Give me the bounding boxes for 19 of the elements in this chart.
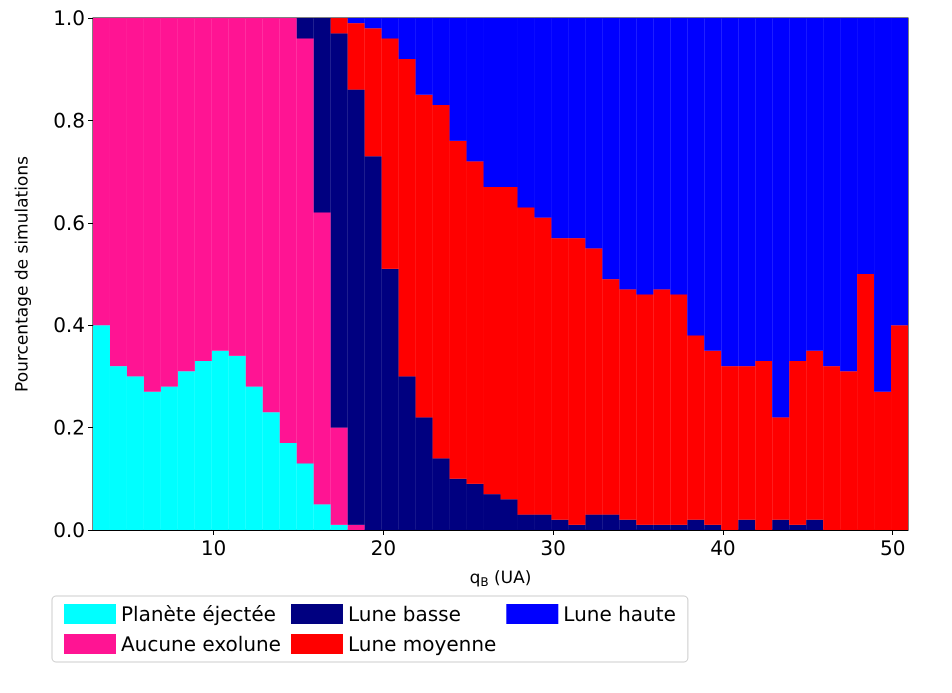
x-tick-label: 50 <box>880 536 906 560</box>
y-axis-title: Pourcentage de simulations <box>12 156 32 392</box>
x-tick-label: 20 <box>370 536 396 560</box>
legend-label: Lune basse <box>348 602 461 626</box>
y-tick-label: 0.0 <box>53 518 85 542</box>
bar <box>348 524 365 530</box>
y-tick-label: 1.0 <box>53 6 85 30</box>
legend-label: Lune haute <box>563 602 676 626</box>
x-tick-label: 10 <box>200 536 226 560</box>
y-tick-label: 0.8 <box>53 108 85 132</box>
legend-label: Lune moyenne <box>348 632 496 656</box>
legend-label: Planète éjectée <box>121 602 276 626</box>
x-tick-label: 30 <box>540 536 566 560</box>
y-tick-label: 0.6 <box>53 210 85 235</box>
y-tick-label: 0.2 <box>53 416 85 440</box>
y-tick-label: 0.4 <box>53 313 85 338</box>
legend-label: Aucune exolune <box>121 632 281 656</box>
bar <box>738 520 756 530</box>
x-tick-label: 40 <box>710 536 736 560</box>
